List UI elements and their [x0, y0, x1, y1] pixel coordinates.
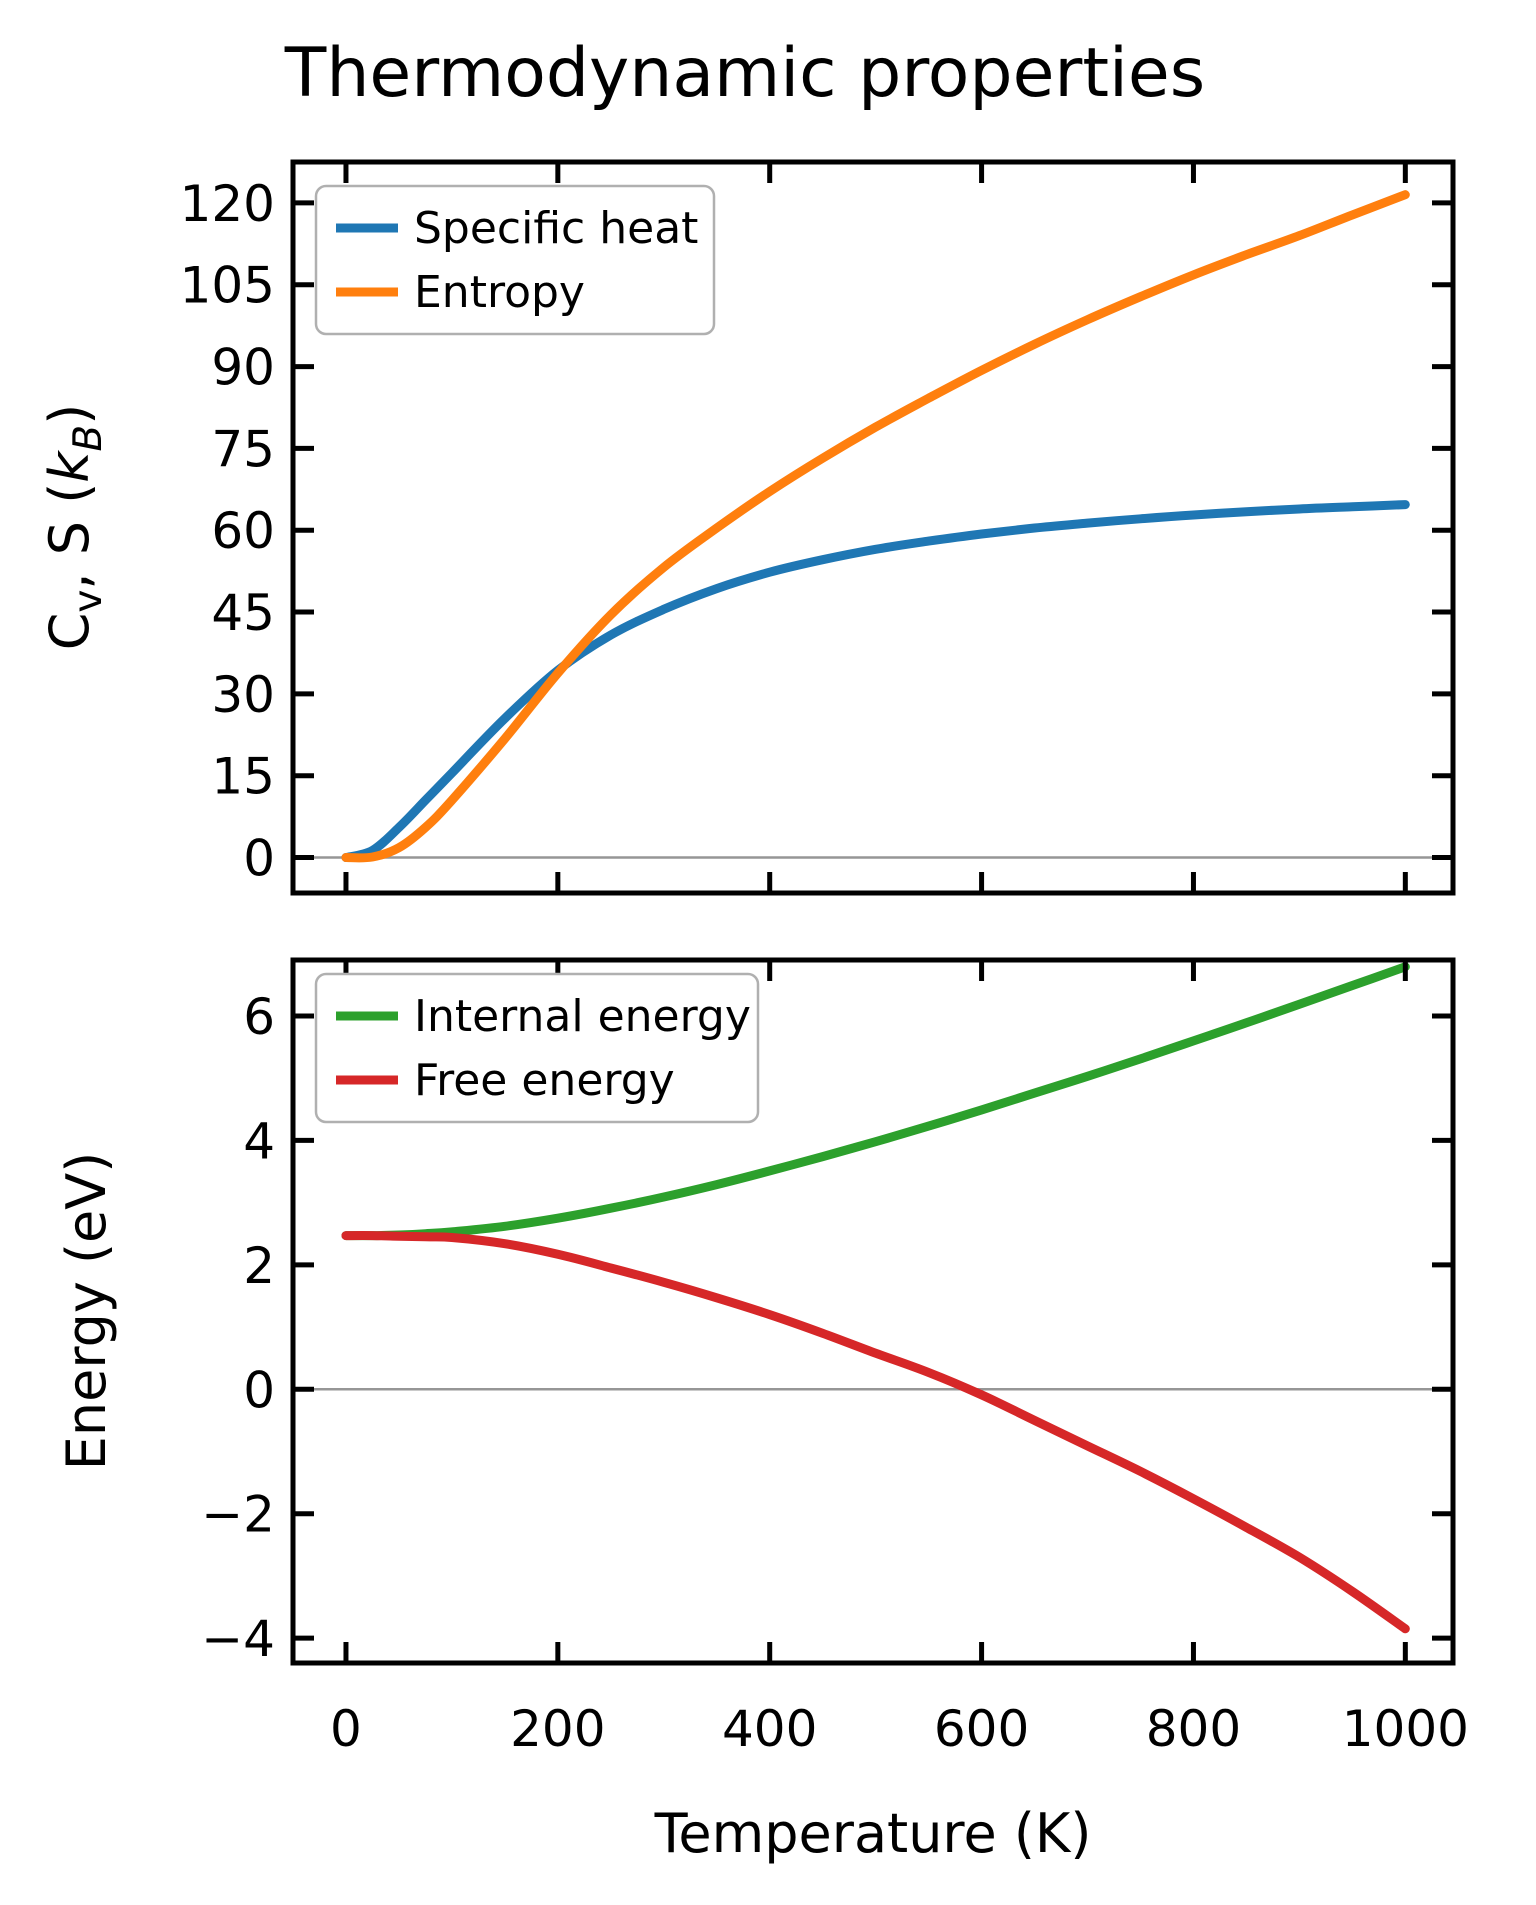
- legend-label: Free energy: [414, 1055, 675, 1106]
- x-tick-label: 800: [1146, 1700, 1241, 1758]
- legend: Specific heat Entropy: [314, 184, 716, 336]
- legend-label: Internal energy: [414, 991, 751, 1042]
- bottom-plot-energies: 0 200 400 600 800 1000 −4 −2 0 2 4 6 Energy (eV) Inte…: [55, 957, 1469, 1758]
- top-plot-specific-heat-entropy: 0 15 30 45 60 75 90 105 120 Cv, S (kB) Specific he…: [38, 159, 1456, 896]
- legend-box: [314, 972, 760, 1124]
- x-tick-label: 0: [330, 1700, 362, 1758]
- y-tick-label: 30: [211, 666, 275, 724]
- y-tick-label: 120: [180, 175, 275, 233]
- y-tick-label: 105: [180, 257, 275, 315]
- x-tick-label: 600: [934, 1700, 1029, 1758]
- curve-free-energy: [341, 1231, 1410, 1634]
- y-tick-label: 45: [211, 584, 275, 642]
- y-tick-label: −4: [201, 1610, 275, 1668]
- y-tick-label: 6: [243, 988, 275, 1046]
- y-tick-label: 75: [211, 420, 275, 478]
- y-tick-label: 4: [243, 1112, 275, 1170]
- y-axis-label: Cv, S (kB): [38, 404, 111, 651]
- y-tick-label: 2: [243, 1237, 275, 1295]
- plot-frame: [290, 159, 1456, 896]
- y-axis-label: Energy (eV): [55, 1152, 118, 1471]
- x-tick-label: 1000: [1342, 1700, 1469, 1758]
- x-tick-label: 400: [722, 1700, 817, 1758]
- figure-title: Thermodynamic properties: [284, 34, 1205, 113]
- curve-specific-heat: [341, 500, 1410, 863]
- y-tick-label: 0: [243, 830, 275, 888]
- y-tick-label: 15: [211, 748, 275, 806]
- x-tick-label: 200: [510, 1700, 605, 1758]
- legend: Internal energy Free energy: [314, 972, 760, 1124]
- legend-label: Entropy: [414, 267, 585, 318]
- y-tick-label: 60: [211, 502, 275, 560]
- y-tick-label: 0: [243, 1361, 275, 1419]
- legend-label: Specific heat: [414, 203, 698, 254]
- x-axis-label: Temperature (K): [654, 1802, 1092, 1865]
- y-tick-label: 90: [211, 339, 275, 397]
- plot-frame: [290, 957, 1456, 1666]
- legend-box: [314, 184, 716, 336]
- curve-entropy: [341, 190, 1410, 863]
- y-tick-label: −2: [201, 1486, 275, 1544]
